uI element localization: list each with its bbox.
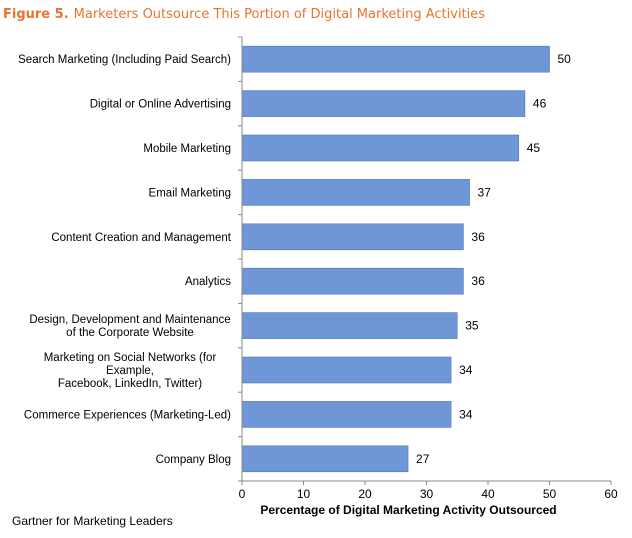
x-tick-label-6: 60	[604, 487, 618, 501]
category-label-10: Company Blog	[156, 454, 231, 466]
data-label-4: 37	[478, 185, 492, 199]
data-label-1: 50	[558, 52, 572, 66]
category-label-6: Analytics	[185, 276, 231, 288]
bar-10	[241, 445, 409, 473]
data-label-5: 36	[471, 230, 485, 244]
bar-2	[241, 90, 526, 117]
category-label-4: Email Marketing	[149, 187, 231, 199]
category-label-5: Content Creation and Management	[51, 232, 231, 244]
figure-title-text: Marketers Outsource This Portion of Digi…	[73, 7, 486, 22]
data-label-6: 36	[471, 274, 485, 288]
category-label-8: Marketing on Social Networks (for Example…	[44, 352, 217, 390]
data-label-2: 46	[533, 97, 547, 111]
bar-9	[241, 401, 452, 428]
source-note: Gartner for Marketing Leaders	[12, 514, 173, 528]
x-tick-label-1: 10	[297, 487, 311, 501]
category-label-7: Design, Development and Maintenance of th…	[29, 314, 230, 339]
x-axis-title: Percentage of Digital Marketing Activity…	[260, 503, 556, 517]
bar-3	[241, 134, 520, 162]
category-label-3: Mobile Marketing	[143, 143, 231, 155]
bar-6	[241, 267, 464, 295]
x-tick-label-3: 30	[420, 487, 434, 501]
data-label-9: 34	[459, 407, 473, 421]
x-tick-label-5: 50	[543, 487, 557, 501]
bar-1	[241, 45, 550, 73]
category-label-2: Digital or Online Advertising	[90, 99, 231, 111]
data-label-7: 35	[465, 319, 479, 333]
figure-title: Figure 5. Marketers Outsource This Portio…	[3, 7, 485, 22]
x-tick-label-0: 0	[239, 487, 246, 501]
x-tick-label-2: 20	[358, 487, 372, 501]
data-label-10: 27	[416, 452, 430, 466]
x-tick-label-4: 40	[481, 487, 495, 501]
figure-number: Figure 5.	[3, 7, 69, 22]
bar-4	[241, 179, 470, 206]
data-label-8: 34	[459, 363, 473, 377]
bar-5	[241, 223, 464, 251]
category-label-9: Commerce Experiences (Marketing-Led)	[24, 409, 231, 421]
bar-8	[241, 356, 452, 384]
data-label-3: 45	[527, 141, 541, 155]
category-label-1: Search Marketing (Including Paid Search)	[18, 54, 231, 66]
bar-7	[241, 312, 458, 339]
